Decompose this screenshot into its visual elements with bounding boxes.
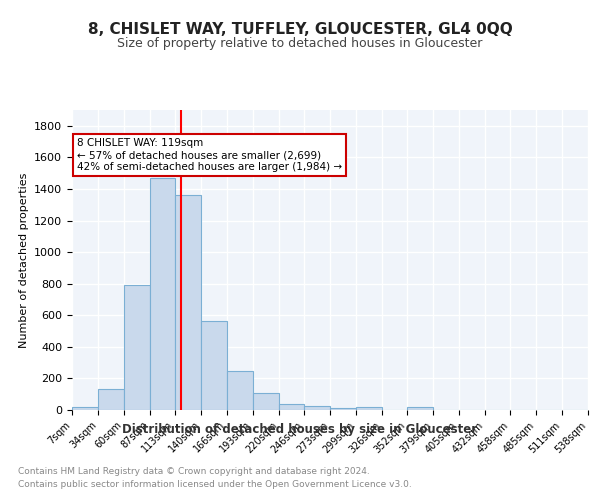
Bar <box>201 321 227 410</box>
Bar <box>356 407 382 410</box>
Bar <box>175 196 201 410</box>
Bar <box>227 372 253 410</box>
Bar <box>72 407 98 410</box>
Bar <box>304 406 331 410</box>
Text: 8, CHISLET WAY, TUFFLEY, GLOUCESTER, GL4 0QQ: 8, CHISLET WAY, TUFFLEY, GLOUCESTER, GL4… <box>88 22 512 38</box>
Text: Contains HM Land Registry data © Crown copyright and database right 2024.: Contains HM Land Registry data © Crown c… <box>18 468 370 476</box>
Bar <box>98 388 124 410</box>
Bar <box>407 407 433 410</box>
Bar <box>150 178 175 410</box>
Bar <box>279 404 304 410</box>
Bar <box>253 392 279 410</box>
Y-axis label: Number of detached properties: Number of detached properties <box>19 172 29 348</box>
Text: Distribution of detached houses by size in Gloucester: Distribution of detached houses by size … <box>122 422 478 436</box>
Text: Size of property relative to detached houses in Gloucester: Size of property relative to detached ho… <box>118 38 482 51</box>
Text: Contains public sector information licensed under the Open Government Licence v3: Contains public sector information licen… <box>18 480 412 489</box>
Bar <box>124 286 150 410</box>
Bar <box>331 408 356 410</box>
Text: 8 CHISLET WAY: 119sqm
← 57% of detached houses are smaller (2,699)
42% of semi-d: 8 CHISLET WAY: 119sqm ← 57% of detached … <box>77 138 342 172</box>
